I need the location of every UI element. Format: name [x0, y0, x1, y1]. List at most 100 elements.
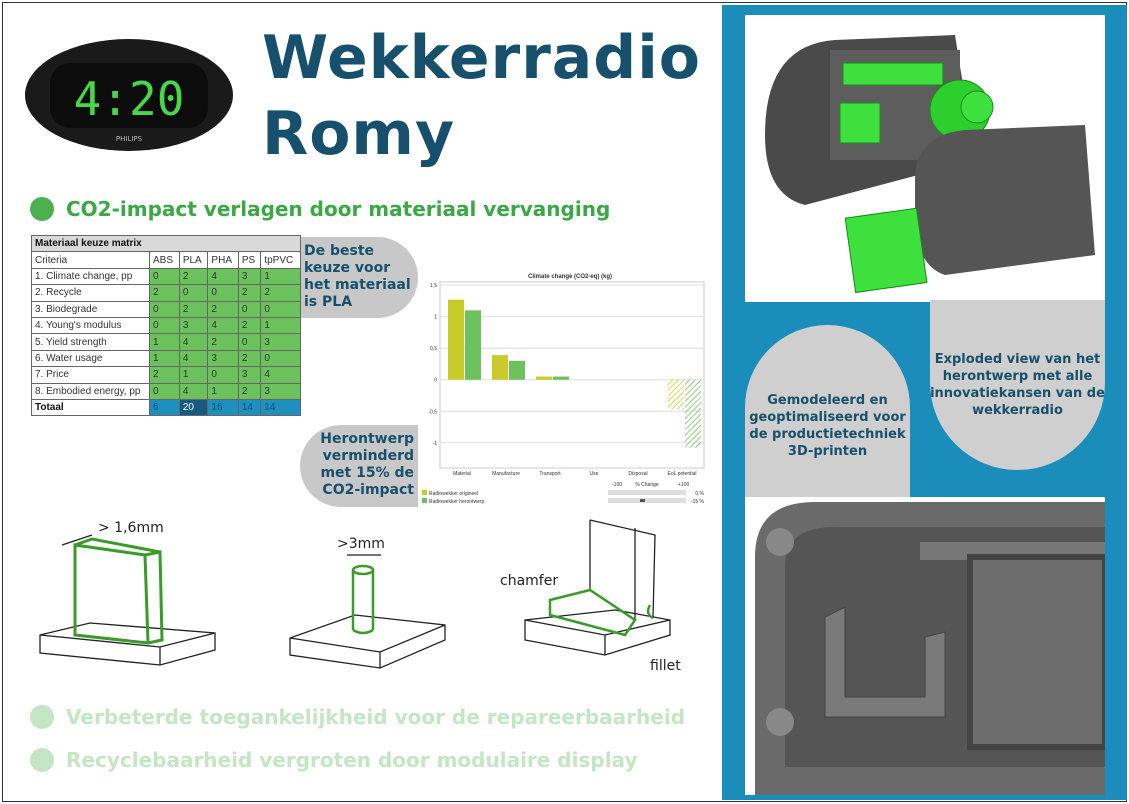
interior-render: [745, 497, 1105, 795]
score-cell: 2: [237, 284, 262, 302]
score-cell: 2: [260, 284, 301, 302]
legend-swatch: [422, 498, 427, 503]
score-cell: 2: [178, 300, 209, 318]
legend-label: Radiowekker herontwerp: [429, 499, 485, 505]
clock-brand: PHILIPS: [116, 135, 143, 143]
sketch-pin: >3mm: [289, 536, 446, 669]
bullet-icon: [30, 197, 54, 221]
score-cell: 3: [260, 333, 301, 351]
score-cell: 4: [207, 316, 239, 335]
score-cell: 2: [207, 300, 239, 318]
score-cell: 2: [237, 382, 262, 400]
score-cell: 0: [260, 349, 301, 368]
bar: [553, 376, 569, 380]
change-bar: [608, 498, 686, 503]
section-repair: Verbeterde toegankelijkheid voor de repa…: [66, 705, 686, 729]
score-cell: 2: [237, 316, 262, 335]
legend-swatch: [422, 490, 427, 495]
criteria-cell: 3. Biodegrade: [31, 300, 150, 318]
matrix-title: Materiaal keuze matrix: [31, 234, 301, 253]
y-tick-label: -1: [433, 441, 438, 447]
bullet-icon: [30, 748, 54, 772]
sketch-wall-thickness: > 1,6mm: [39, 520, 216, 666]
bar: [509, 360, 525, 380]
y-tick-label: 0,5: [430, 346, 437, 352]
title-line1: Wekkerradio: [262, 23, 702, 93]
matrix-row: 8. Embodied energy, pp 0 4 1 2 3: [31, 382, 301, 400]
climate-chart: Climate change (CO2-eq) (kg) 1,5 1 0,5 0 -0,…: [422, 274, 705, 505]
section-co2: CO2-impact verlagen door materiaal verva…: [66, 197, 611, 221]
matrix-row: 6. Water usage 1 4 3 2 0: [31, 349, 301, 368]
score-cell: 3: [178, 316, 209, 335]
pin-label: >3mm: [337, 536, 385, 552]
score-cell: 2: [149, 366, 180, 384]
plot-area: [439, 281, 705, 469]
change-value: -15 %: [691, 499, 705, 505]
sketch-chamfer-fillet: chamfer fillet: [500, 519, 681, 674]
callout-pla: De beste keuze voor het materiaal is PLA: [290, 237, 418, 318]
total-cell: 20: [178, 398, 209, 417]
score-cell: 2: [178, 267, 209, 286]
score-cell: 4: [178, 349, 209, 368]
bar: [536, 376, 552, 380]
matrix-row: 7. Price 2 1 0 3 4: [31, 366, 301, 384]
bar: [668, 379, 684, 410]
fillet-label: fillet: [650, 658, 681, 674]
exploded-view-render: [745, 15, 1105, 302]
callout-co2: Herontwerp verminderd met 15% de CO2-imp…: [300, 425, 418, 507]
material-matrix: Materiaal keuze matrix Criteria ABS PLA …: [31, 234, 301, 417]
criteria-cell: 8. Embodied energy, pp: [31, 382, 150, 400]
chamfer-label: chamfer: [500, 573, 558, 589]
criteria-cell: 6. Water usage: [31, 349, 150, 368]
exploded-caption: Exploded view van het herontwerp met all…: [930, 300, 1105, 470]
bar: [465, 310, 481, 380]
x-tick-label: Material: [453, 471, 471, 477]
matrix-header: Criteria ABS PLA PHA PS tpPVC: [31, 251, 301, 269]
score-cell: 4: [207, 267, 239, 286]
score-cell: 1: [149, 349, 180, 368]
criteria-cell: 1. Climate change, pp: [31, 267, 150, 286]
total-label: Totaal: [31, 398, 150, 417]
total-cell: 6: [149, 398, 180, 417]
y-tick-label: -0,5: [428, 409, 437, 415]
header-cell: PLA: [178, 251, 209, 269]
score-cell: 0: [237, 300, 262, 318]
criteria-cell: 2. Recycle: [31, 284, 150, 302]
legend-label: Radiowekker origineel: [429, 491, 478, 497]
x-tick-label: Manufacture: [492, 471, 520, 477]
chart-title: Climate change (CO2-eq) (kg): [528, 274, 612, 280]
criteria-cell: 7. Price: [31, 366, 150, 384]
bullet-icon: [30, 705, 54, 729]
score-cell: 4: [178, 333, 209, 351]
header-cell: ABS: [149, 251, 180, 269]
matrix-row: 3. Biodegrade 0 2 2 0 0: [31, 300, 301, 318]
bar: [448, 299, 464, 380]
change-max: +100: [678, 482, 689, 488]
right-panel: Exploded view van het herontwerp met all…: [722, 5, 1127, 800]
change-value: 0 %: [695, 491, 704, 497]
score-cell: 4: [260, 366, 301, 384]
total-cell: 16: [207, 398, 239, 417]
score-cell: 1: [207, 382, 239, 400]
change-marker: [640, 499, 645, 502]
bar: [685, 379, 701, 448]
score-cell: 1: [178, 366, 209, 384]
criteria-cell: 5. Yield strength: [31, 333, 150, 351]
score-cell: 3: [260, 382, 301, 400]
clock-display: 4:20: [74, 72, 185, 126]
criteria-cell: 4. Young's modulus: [31, 316, 150, 335]
score-cell: 2: [207, 333, 239, 351]
score-cell: 3: [237, 267, 262, 286]
x-tick-label: Use: [590, 471, 599, 477]
x-tick-label: Disposal: [628, 471, 647, 477]
score-cell: 1: [149, 333, 180, 351]
score-cell: 0: [149, 300, 180, 318]
header-cell: PHA: [207, 251, 239, 269]
total-cell: 14: [237, 398, 262, 417]
matrix-row: 4. Young's modulus 0 3 4 2 1: [31, 316, 301, 335]
header-cell: PS: [237, 251, 262, 269]
bar: [492, 355, 508, 380]
score-cell: 0: [207, 366, 239, 384]
x-tick-label: EoL potential: [667, 471, 696, 477]
score-cell: 1: [260, 316, 301, 335]
